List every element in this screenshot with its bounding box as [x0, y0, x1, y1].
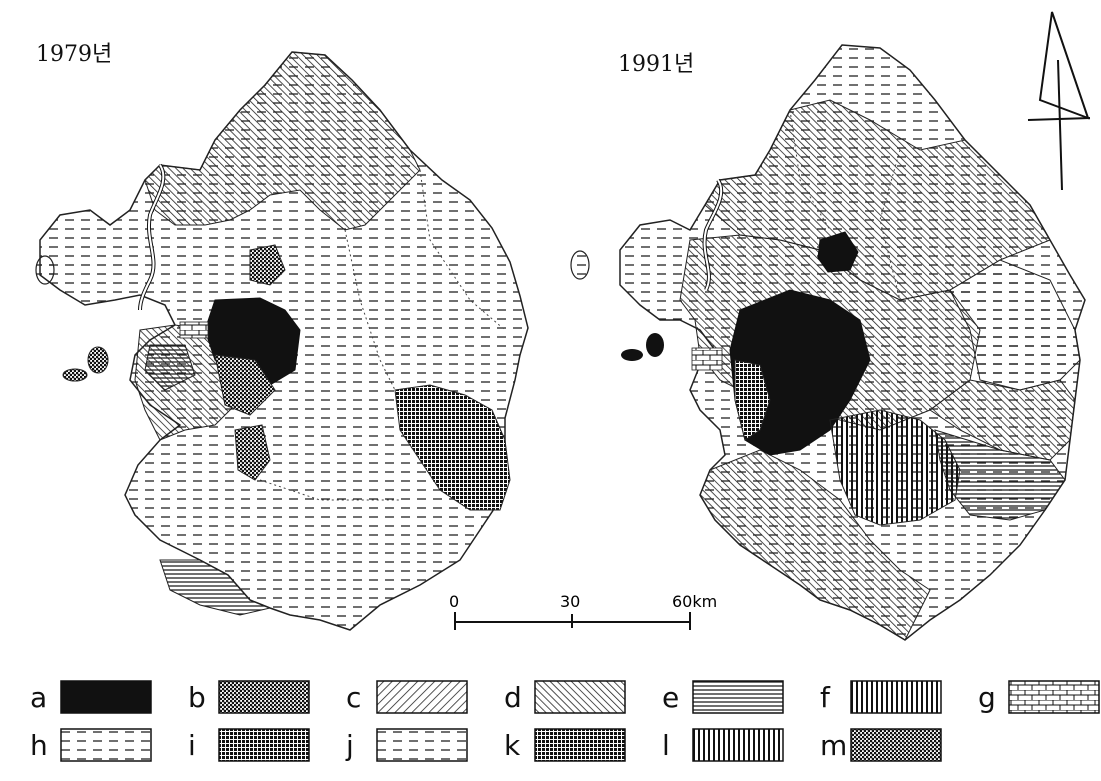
maps-canvas: 0 30 60km: [35, 11, 1091, 641]
legend-swatch-a: [60, 680, 152, 714]
legend-swatch-g: [1008, 680, 1100, 714]
legend-key-e: e: [662, 681, 680, 714]
map-1979-zone-dots-north: [249, 244, 286, 286]
map-1991: [570, 44, 1086, 641]
legend-item-f: f: [820, 678, 945, 718]
legend-key-f: f: [820, 681, 830, 714]
legend-swatch-b: [218, 680, 310, 714]
legend-key-l: l: [662, 729, 670, 762]
legend-key-k: k: [504, 729, 521, 762]
legend-key-h: h: [30, 729, 48, 762]
legend-swatch-d: [534, 680, 626, 714]
legend-item-i: i: [188, 726, 313, 766]
legend-key-d: d: [504, 681, 522, 714]
map-1991-island-2: [621, 349, 643, 361]
legend-swatch-m: [850, 728, 942, 762]
legend-item-e: e: [662, 678, 787, 718]
legend-item-m: m: [820, 726, 945, 766]
map-1979: [35, 51, 529, 631]
legend-item-g: g: [978, 678, 1101, 718]
legend-item-j: j: [346, 726, 471, 766]
map-title-1979: 1979년: [36, 42, 113, 67]
map-1991-zone-brick: [691, 347, 723, 371]
legend-item-d: d: [504, 678, 629, 718]
legend-item-l: l: [662, 726, 787, 766]
map-1991-zone-north-black: [817, 231, 859, 273]
map-1979-island-1: [35, 255, 55, 285]
north-arrow-icon: [1027, 11, 1091, 191]
map-1979-zone-dots-south: [234, 424, 271, 481]
map-1979-island-2: [62, 368, 88, 382]
legend-key-c: c: [346, 681, 362, 714]
legend-swatch-j: [376, 728, 468, 762]
map-1991-zone-east-dash: [949, 259, 1081, 391]
scale-tick-0: 0: [449, 592, 459, 611]
map-1979-zone-dots-seoul: [214, 354, 276, 416]
legend-item-h: h: [30, 726, 155, 766]
legend-key-a: a: [30, 681, 48, 714]
map-1991-island-3: [646, 333, 664, 357]
legend-swatch-e: [692, 680, 784, 714]
map-1991-island-1: [570, 250, 590, 280]
legend-key-i: i: [188, 729, 196, 762]
map-1991-zone-vertical: [829, 409, 961, 526]
map-1991-zone-south-diag: [699, 449, 931, 641]
map-1979-zone-north: [144, 51, 421, 231]
legend-swatch-i: [218, 728, 310, 762]
legend-item-a: a: [30, 678, 155, 718]
legend-swatch-f: [850, 680, 942, 714]
legend-swatch-k: [534, 728, 626, 762]
legend-key-j: j: [346, 729, 354, 762]
map-1991-zone-east-diag: [929, 379, 1076, 461]
map-title-1991: 1991년: [618, 52, 695, 77]
map-1979-zone-brick: [179, 321, 209, 339]
legend-item-b: b: [188, 678, 313, 718]
map-1979-zone-east: [394, 384, 511, 511]
legend-item-k: k: [504, 726, 629, 766]
legend-key-b: b: [188, 681, 206, 714]
scale-tick-60km: 60km: [672, 592, 717, 611]
scale-bar: 0 30 60km: [449, 592, 717, 630]
legend-key-g: g: [978, 681, 996, 714]
map-1991-zone-crosshatch: [734, 359, 771, 441]
scale-tick-30: 30: [560, 592, 580, 611]
legend-swatch-l: [692, 728, 784, 762]
legend-swatch-c: [376, 680, 468, 714]
map-1979-zone-horizontal-2: [159, 559, 272, 616]
legend-swatch-h: [60, 728, 152, 762]
legend-item-c: c: [346, 678, 471, 718]
map-1979-island-3: [87, 346, 109, 374]
legend-key-m: m: [820, 729, 848, 762]
map-1979-zone-horizontal-1: [144, 344, 196, 391]
legend: a b c d e f g h i j k l m: [0, 670, 1101, 781]
